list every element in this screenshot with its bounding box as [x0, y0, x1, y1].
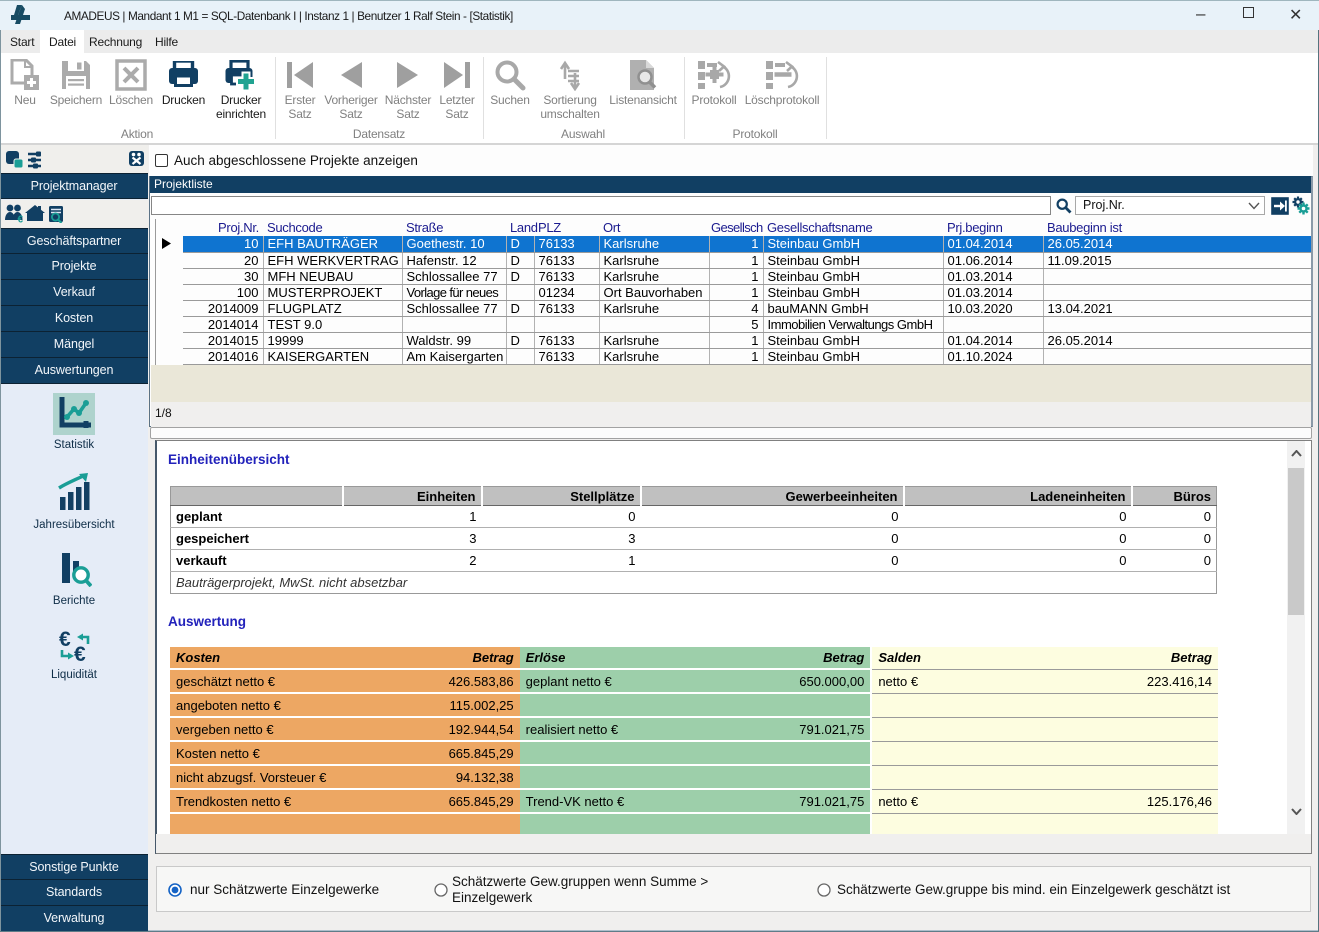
svg-text:€: €: [18, 215, 24, 224]
svg-text:€: €: [59, 629, 71, 651]
svg-text:€: €: [74, 643, 86, 665]
